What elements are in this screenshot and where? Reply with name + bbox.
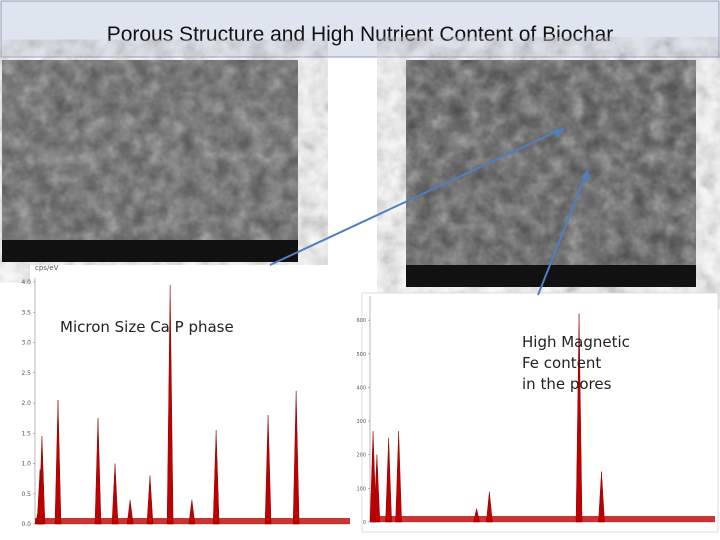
slide-title: Porous Structure and High Nutrient Conte… xyxy=(107,23,614,46)
peak xyxy=(473,508,480,523)
peak xyxy=(111,463,119,525)
arrow xyxy=(269,128,563,266)
annotation: High Magnetic xyxy=(522,333,630,351)
peak xyxy=(395,431,402,523)
y-tick-label: 200 xyxy=(356,453,366,459)
y-tick-label: 1.0 xyxy=(21,461,31,468)
y-tick-label: 0.5 xyxy=(21,491,31,498)
peak xyxy=(486,491,493,523)
peak xyxy=(598,471,605,523)
y-tick-label: 3.0 xyxy=(21,340,31,347)
annotation: Micron Size Ca P phase xyxy=(60,318,234,336)
peak xyxy=(54,399,62,525)
peak xyxy=(38,436,46,525)
annotation: in the pores xyxy=(522,375,612,393)
peak xyxy=(212,430,220,525)
y-tick-label: 2.0 xyxy=(21,400,31,407)
peak xyxy=(146,475,154,525)
peak xyxy=(166,285,174,525)
spectrum-frame-right xyxy=(361,292,719,533)
annotation: Fe content xyxy=(522,354,601,372)
arrow xyxy=(537,171,588,296)
y-tick-label: 1.5 xyxy=(21,430,31,437)
y-tick-label: 0 xyxy=(363,520,366,526)
y-axis-label: cps/eV xyxy=(35,264,59,272)
peak xyxy=(373,454,381,523)
peak xyxy=(94,418,102,525)
title-box xyxy=(0,0,720,58)
peak xyxy=(264,415,272,525)
sem-image-right xyxy=(406,60,696,287)
y-tick-label: 2.5 xyxy=(21,370,31,377)
y-tick-label: 300 xyxy=(356,419,366,425)
peak xyxy=(126,499,134,525)
y-tick-label: 0.0 xyxy=(21,521,31,528)
y-tick-label: 500 xyxy=(356,352,366,358)
y-tick-label: 400 xyxy=(356,385,366,391)
y-tick-label: 3.5 xyxy=(21,309,31,316)
peak xyxy=(369,431,377,523)
y-tick-label: 100 xyxy=(356,486,366,492)
spectrum-frame-left xyxy=(30,265,352,530)
peak xyxy=(575,313,583,523)
sem-image-left xyxy=(2,60,298,262)
peak xyxy=(292,390,300,525)
y-tick-label: 600 xyxy=(356,318,366,324)
peak xyxy=(385,437,392,523)
y-tick-label: 4.0 xyxy=(21,279,31,286)
peak xyxy=(188,499,196,525)
noise-floor xyxy=(370,516,715,522)
arrowhead xyxy=(553,128,565,138)
arrowhead xyxy=(581,169,590,180)
